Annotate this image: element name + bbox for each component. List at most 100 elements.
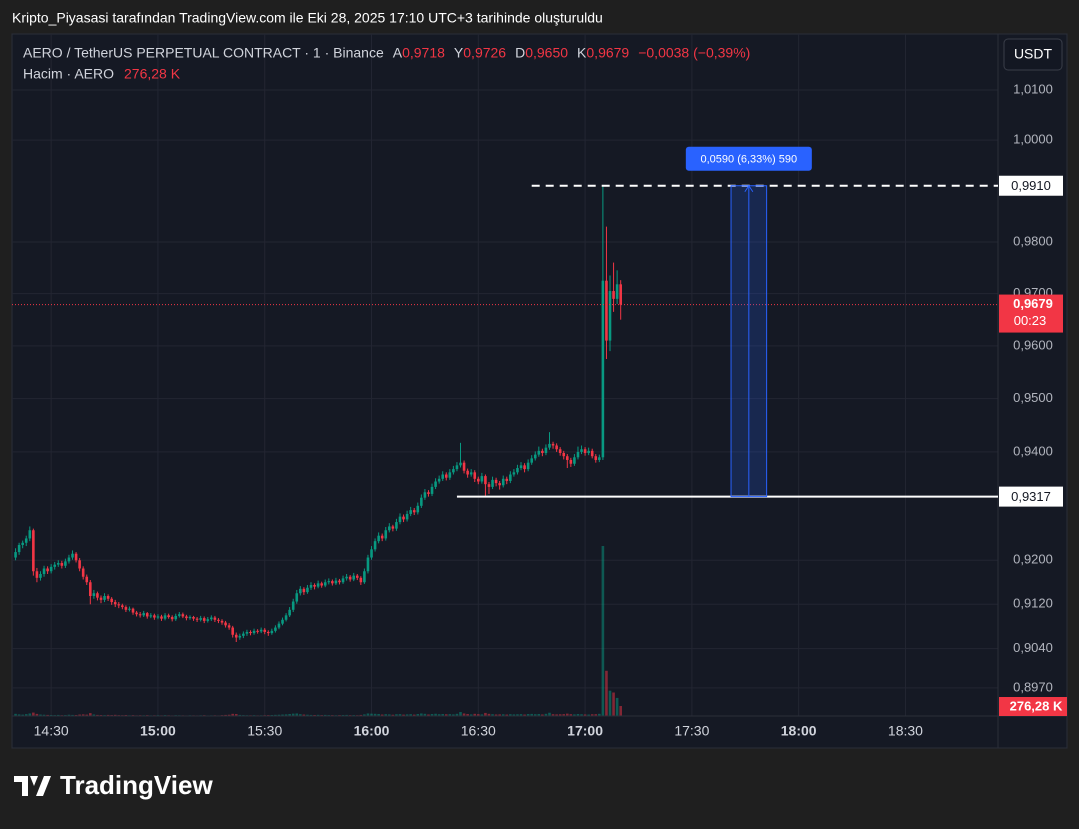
ohlc-value: 0,9726: [463, 45, 506, 61]
candle-body: [117, 604, 121, 606]
candle-body: [106, 596, 110, 599]
volume-bar: [21, 714, 24, 716]
candle-body: [288, 609, 291, 616]
candle-body: [573, 457, 576, 464]
candle-body: [551, 443, 555, 446]
candle-body: [74, 553, 78, 561]
volume-bar: [434, 713, 437, 716]
candle-body: [555, 445, 558, 450]
candle-body: [145, 613, 149, 617]
candle-body: [594, 456, 598, 460]
currency-label[interactable]: USDT: [1014, 46, 1053, 62]
candle-body: [437, 478, 441, 482]
volume-bar: [89, 713, 92, 716]
candle-body: [412, 510, 416, 513]
volume-bar: [423, 713, 427, 716]
candle-body: [46, 568, 49, 572]
candle-body: [444, 474, 448, 478]
y-tick-label: 0,9120: [1013, 596, 1053, 611]
candle-body: [562, 453, 566, 457]
x-tick-label: 15:00: [140, 723, 176, 739]
ohlc-letter: D: [515, 45, 525, 61]
volume-bar: [619, 706, 622, 716]
y-tick-label: 0,9500: [1013, 390, 1053, 405]
volume-bar: [238, 714, 242, 716]
candle-body: [505, 478, 509, 481]
volume-bar: [288, 714, 291, 716]
x-tick-label: 16:00: [354, 723, 390, 739]
candle-body: [313, 584, 316, 587]
volume-bar: [14, 713, 17, 716]
candle-body: [32, 530, 35, 572]
candle-body: [494, 479, 498, 484]
candle-body: [49, 566, 53, 572]
countdown-label: 00:23: [1014, 313, 1047, 328]
volume-bar: [234, 714, 238, 716]
volume-bar: [277, 714, 281, 716]
candle-body: [377, 535, 380, 542]
y-tick-label: 0,9600: [1013, 337, 1053, 352]
volume-bar: [466, 714, 469, 716]
volume-bar: [32, 712, 35, 716]
candle-body: [395, 522, 398, 529]
horizontal-line-label: 0,9910: [1011, 178, 1051, 193]
volume-bar: [494, 714, 498, 716]
candle-body: [277, 623, 281, 628]
volume-legend: Hacim · AERO: [23, 66, 114, 82]
volume-bar: [316, 714, 320, 716]
candle-body: [53, 564, 57, 567]
y-tick-label: 0,9800: [1013, 233, 1053, 248]
candle-body: [359, 577, 363, 583]
candle-body: [266, 631, 270, 634]
volume-bar: [74, 714, 78, 716]
volume-bar: [284, 714, 288, 716]
candle-body: [363, 571, 366, 583]
volume-bar: [526, 714, 530, 716]
candle-body: [231, 627, 234, 635]
candle-body: [323, 582, 327, 586]
volume-bar: [587, 714, 590, 716]
candle-body: [398, 516, 402, 523]
candle-body: [270, 630, 274, 634]
volume-bar: [124, 714, 128, 716]
candle-body: [501, 478, 505, 486]
candle-body: [160, 616, 163, 619]
x-tick-label: 16:30: [461, 723, 496, 739]
volume-bar: [583, 714, 587, 716]
candle-body: [14, 552, 17, 558]
volume-bar: [601, 546, 605, 716]
volume-bar: [402, 714, 405, 716]
candle-body: [174, 615, 178, 620]
candle-body: [537, 450, 541, 455]
volume-bar: [519, 714, 523, 716]
candle-body: [544, 447, 548, 454]
volume-bar: [427, 714, 430, 716]
candle-body: [71, 553, 74, 558]
volume-bar: [441, 714, 445, 716]
candle-body: [39, 573, 42, 578]
volume-bar: [480, 714, 484, 716]
volume-bar: [299, 714, 302, 716]
candle-body: [469, 472, 473, 475]
candle-body: [509, 474, 512, 481]
candle-body: [210, 617, 213, 620]
currency-button[interactable]: [1003, 38, 1063, 71]
volume-bar: [562, 714, 566, 716]
candle-body: [316, 583, 320, 587]
candle-body: [28, 530, 32, 539]
x-tick-label: 17:30: [674, 723, 709, 739]
candle-body: [89, 582, 92, 597]
volume-bar: [505, 714, 509, 716]
candle-body: [530, 458, 533, 463]
candle-body: [67, 557, 71, 562]
candle-body: [423, 492, 427, 498]
candle-body: [21, 542, 24, 545]
volume-bar: [391, 714, 395, 716]
volume-bar: [477, 714, 480, 716]
candle-body: [170, 617, 174, 620]
volume-bar: [398, 714, 402, 716]
horizontal-line-label: 0,9317: [1011, 489, 1051, 504]
chart-pane: [11, 33, 1068, 749]
candle-body: [402, 516, 405, 520]
volume-bar: [605, 670, 608, 716]
